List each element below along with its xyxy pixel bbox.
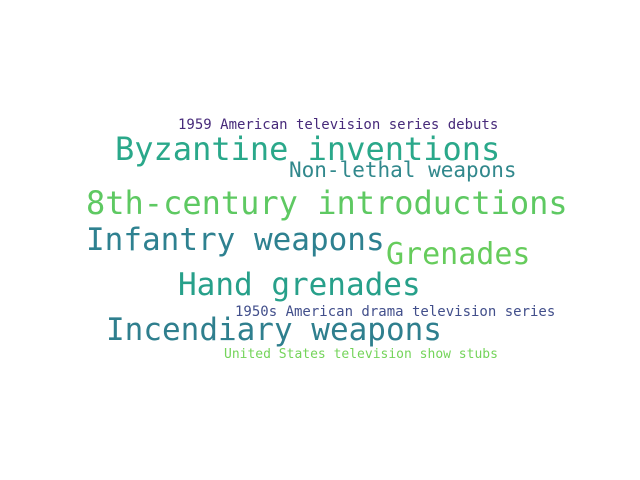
word-8th-century-introductions: 8th-century introductions [86,184,568,222]
word-1959-american-television-series-debuts: 1959 American television series debuts [178,117,499,133]
word-infantry-weapons: Infantry weapons [86,222,385,258]
word-united-states-television-show-stubs: United States television show stubs [224,347,498,362]
word-incendiary-weapons: Incendiary weapons [106,312,442,348]
word-hand-grenades: Hand grenades [178,267,421,303]
word-grenades: Grenades [386,237,531,272]
word-1950s-american-drama-television-series: 1950s American drama television series [235,304,556,320]
word-byzantine-inventions: Byzantine inventions [115,130,501,168]
word-non-lethal-weapons: Non-lethal weapons [289,158,517,182]
